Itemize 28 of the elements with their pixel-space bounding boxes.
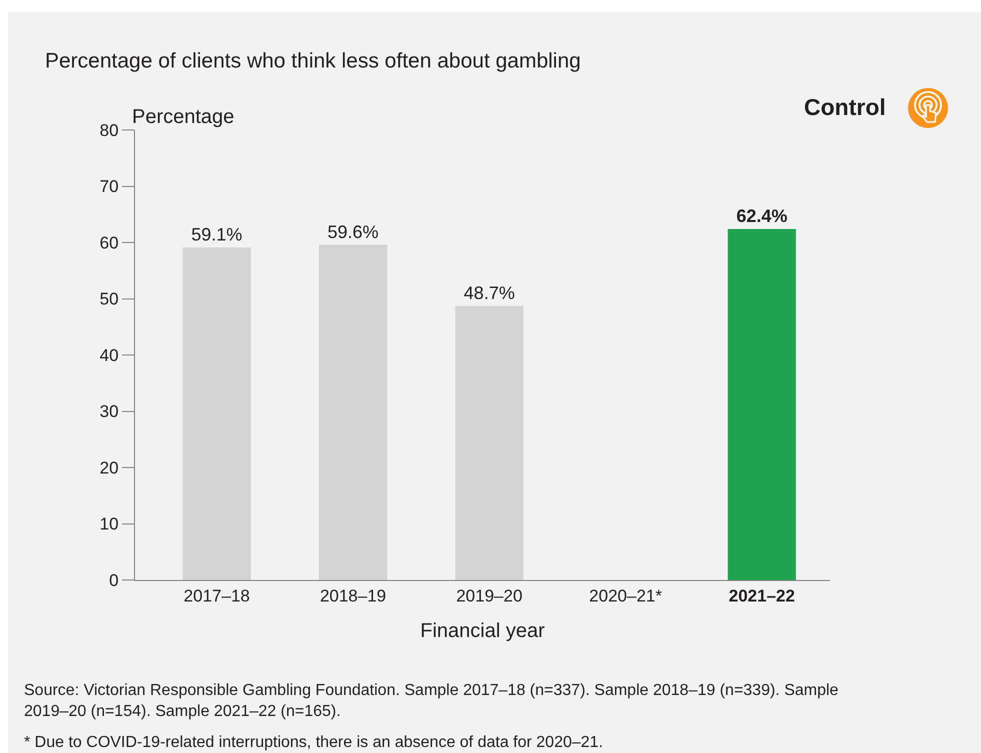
y-tick-label: 10	[100, 514, 119, 534]
x-tick-label: 2021–22	[728, 586, 795, 606]
y-tick-label: 50	[100, 290, 119, 309]
data-label: 59.6%	[328, 222, 379, 242]
text: * Due to COVID-19-related interruptions, there is an absence of data for 2020–21.	[24, 734, 604, 751]
y-tick-label: 0	[109, 570, 119, 590]
source-note: Source: Victorian Responsible Gambling Foundation. Sample 2017–18 (n=337). Sample 2018–19 (n=339). Sample 2019–20 (n=154). Sample 2021–22 (n=165).	[24, 682, 839, 720]
y-tick-label: 80	[100, 120, 119, 140]
data-label: 48.7%	[464, 283, 515, 304]
data-label: 59.1%	[191, 224, 242, 245]
y-tick-label: 60	[100, 233, 119, 252]
y-axis-title: Percentage	[132, 106, 234, 128]
bar	[318, 244, 388, 580]
chart-title: Percentage of clients who think less often about gambling	[45, 49, 581, 72]
data-label: 62.4%	[736, 206, 788, 226]
x-tick-label: 2020–21*	[589, 586, 662, 606]
bar	[182, 248, 251, 580]
y-tick-label: 70	[100, 177, 119, 196]
bar	[728, 229, 796, 580]
x-tick-label: 2017–18	[184, 586, 250, 606]
text: Control	[804, 94, 886, 120]
y-tick-label: 30	[100, 402, 119, 422]
y-tick-label: 20	[100, 458, 119, 478]
x-tick-label: 2019–20	[456, 586, 522, 606]
y-tick-label: 40	[100, 346, 119, 365]
bar	[455, 306, 524, 580]
x-tick-label: 2018–19	[320, 586, 386, 606]
x-axis-title: Financial year	[420, 620, 546, 642]
